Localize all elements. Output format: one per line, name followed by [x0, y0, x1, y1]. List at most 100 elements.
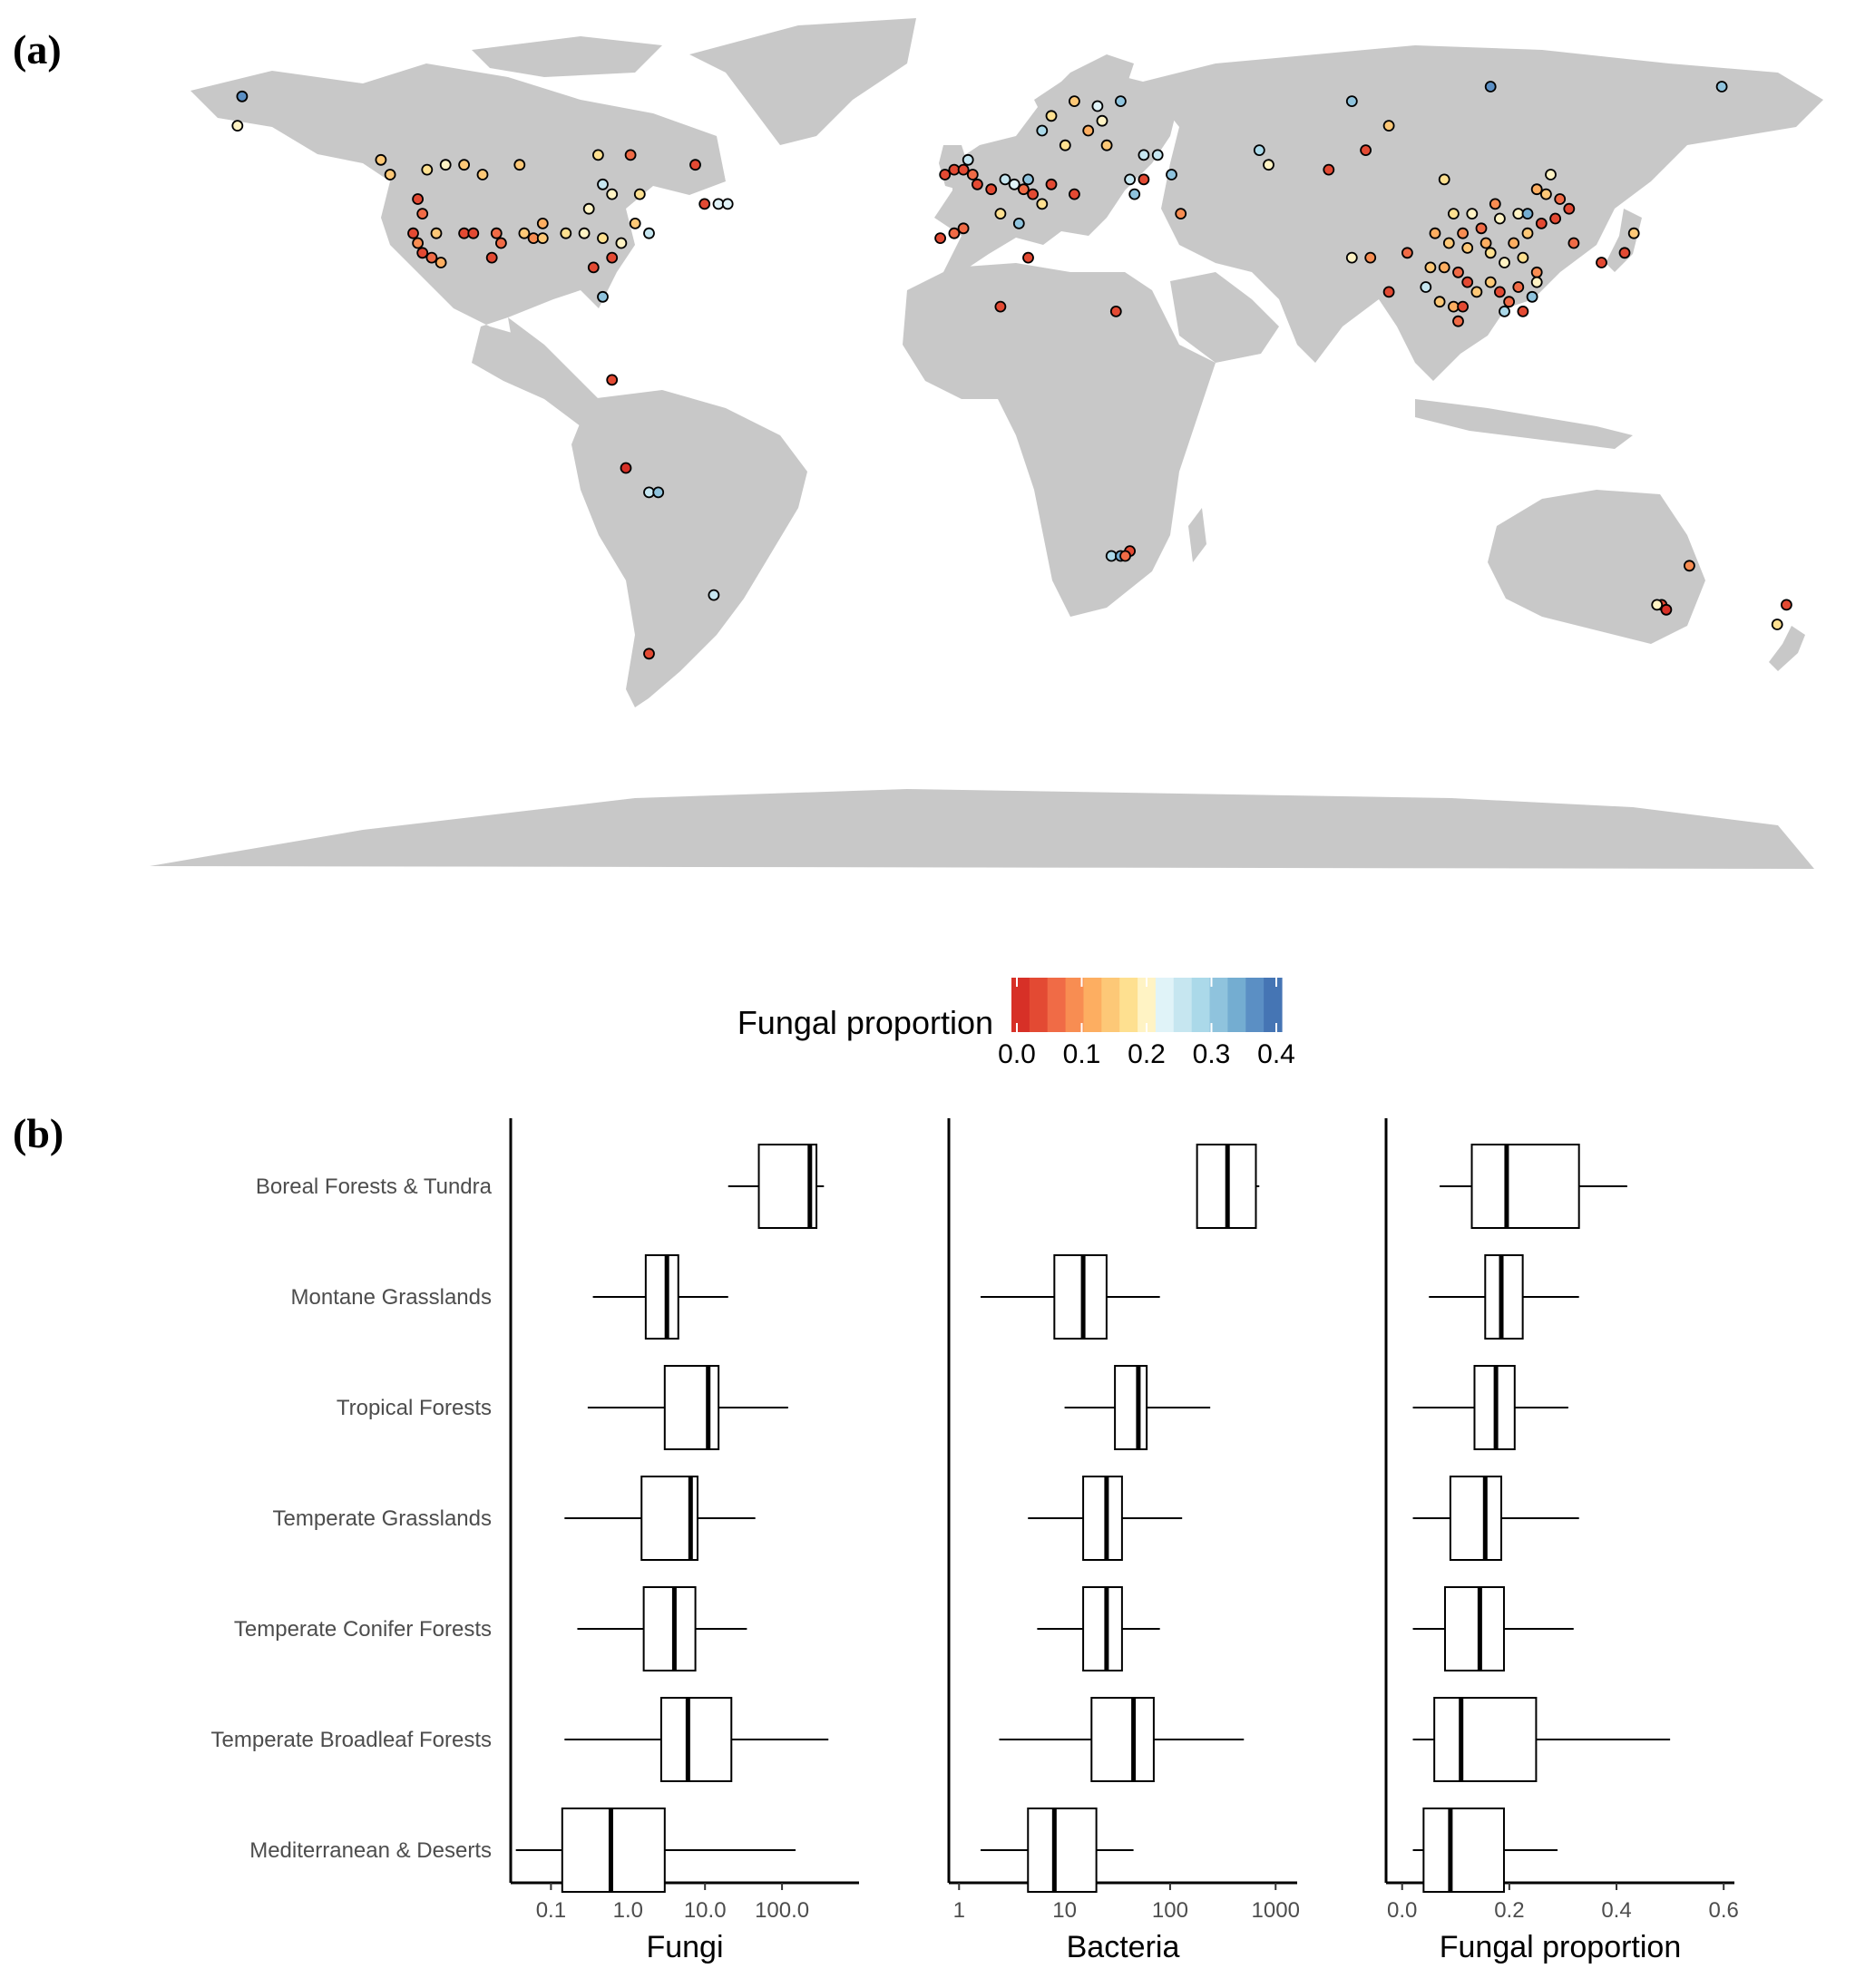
site-point	[587, 261, 600, 274]
box	[564, 1697, 829, 1782]
site-point	[1082, 124, 1095, 137]
site-point	[1530, 183, 1543, 196]
colorbar-segment	[1191, 978, 1211, 1032]
site-point	[236, 90, 249, 102]
colorbar-segment	[1227, 978, 1246, 1032]
site-point	[721, 198, 734, 210]
site-point	[1128, 188, 1141, 200]
site-point	[1530, 266, 1543, 278]
site-point	[948, 227, 961, 239]
indonesia	[1415, 399, 1633, 449]
legend: Fungal proportion 0.0 0.1 0.2 0.3 0.4	[737, 978, 1295, 1069]
box-iqr	[1053, 1254, 1108, 1340]
biome-label: Temperate Grasslands	[273, 1506, 492, 1531]
box	[1412, 1476, 1579, 1561]
site-point	[999, 173, 1011, 186]
boxplot-panel: 0.0 0.2 0.4 0.6 Fungal proportion	[1384, 1118, 1739, 1964]
arabia	[1170, 272, 1279, 363]
site-point	[606, 188, 619, 200]
x-tick-label: 1.0	[613, 1898, 643, 1923]
antarctica	[150, 789, 1814, 869]
asia	[1143, 45, 1823, 381]
box	[592, 1254, 728, 1340]
site-point	[1069, 95, 1080, 107]
site-point	[689, 159, 701, 171]
site-point	[606, 374, 619, 386]
site-point	[1475, 222, 1488, 235]
site-point	[412, 237, 425, 249]
central-america	[508, 317, 599, 410]
box-iqr	[1090, 1697, 1155, 1782]
box-iqr	[1422, 1808, 1505, 1893]
site-point	[1781, 599, 1792, 611]
north-america	[190, 63, 726, 426]
box	[1429, 1254, 1579, 1340]
site-point	[1022, 173, 1034, 186]
japan	[1606, 209, 1642, 272]
site-point	[1535, 217, 1548, 229]
site-point	[1466, 208, 1479, 220]
site-point	[1521, 208, 1534, 220]
site-point	[708, 589, 720, 601]
site-point	[1138, 149, 1150, 161]
site-point	[1517, 251, 1529, 264]
land-masses	[150, 18, 1823, 869]
box-iqr	[1082, 1476, 1123, 1561]
legend-tick-label: 0.2	[1128, 1039, 1166, 1069]
site-point	[1499, 257, 1510, 268]
site-point	[994, 208, 1007, 220]
colorbar-segment	[1119, 978, 1138, 1032]
legend-title: Fungal proportion	[737, 1004, 993, 1041]
biome-label: Temperate Conifer Forests	[234, 1617, 492, 1642]
colorbar-segment	[1155, 978, 1175, 1032]
world-map	[150, 18, 1823, 869]
greenland	[689, 18, 916, 145]
site-point	[957, 222, 970, 235]
site-point	[1771, 619, 1783, 630]
site-point	[1253, 144, 1265, 157]
site-point	[425, 251, 438, 264]
site-point	[485, 251, 498, 264]
site-point	[1503, 296, 1515, 308]
site-point	[934, 232, 946, 245]
box	[577, 1586, 747, 1671]
new-zealand	[1769, 626, 1805, 671]
site-point	[375, 153, 387, 166]
site-point	[1096, 114, 1108, 127]
x-tick-label: 10.0	[684, 1898, 727, 1923]
site-point	[476, 169, 489, 180]
site-point	[231, 120, 244, 132]
site-point	[962, 153, 974, 166]
site-point	[643, 227, 655, 239]
legend-tick-label: 0.0	[998, 1039, 1036, 1069]
x-tick-label: 0.1	[536, 1898, 566, 1923]
x-tick-label: 0.2	[1494, 1898, 1524, 1923]
colorbar-segment	[1029, 978, 1049, 1032]
site-point	[1470, 286, 1483, 298]
box-iqr	[663, 1365, 720, 1450]
panel-a-label: (a)	[13, 26, 62, 73]
site-point	[1526, 290, 1538, 303]
site-point	[1382, 286, 1395, 298]
box	[1196, 1144, 1260, 1229]
site-point	[536, 217, 549, 229]
site-point	[615, 237, 628, 249]
site-point	[1429, 227, 1441, 239]
box-iqr	[561, 1808, 666, 1893]
site-point	[957, 163, 970, 176]
site-point	[620, 462, 632, 474]
site-point	[1036, 198, 1049, 210]
box-iqr	[642, 1586, 697, 1671]
site-point	[939, 169, 952, 180]
site-point	[1018, 183, 1030, 196]
site-point	[1512, 281, 1525, 293]
site-point	[1489, 198, 1501, 210]
site-point	[1517, 305, 1529, 317]
box	[1028, 1476, 1183, 1561]
site-point	[1499, 305, 1510, 317]
site-point	[1345, 95, 1358, 107]
site-point	[416, 247, 429, 259]
site-point	[1540, 188, 1552, 200]
site-point	[1452, 315, 1464, 327]
site-point	[1715, 81, 1728, 93]
